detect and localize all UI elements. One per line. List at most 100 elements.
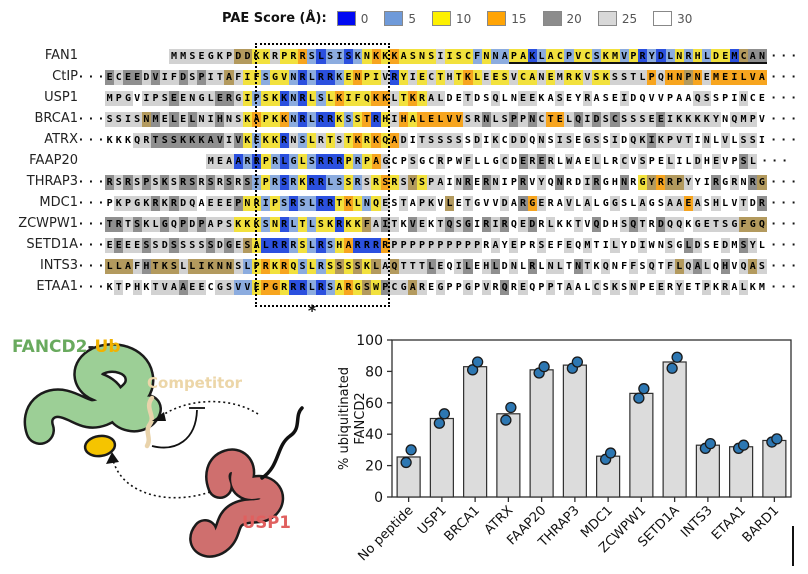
residue-cell: R bbox=[647, 217, 657, 232]
residue-cell: E bbox=[417, 217, 427, 232]
residue-cell: I bbox=[224, 133, 234, 148]
residue-cell: E bbox=[169, 91, 179, 106]
residue-cell: E bbox=[509, 238, 519, 253]
residue-cell: D bbox=[748, 196, 758, 211]
residue-cell: C bbox=[518, 70, 528, 85]
residue-cell: L bbox=[325, 91, 335, 106]
residue-cell: V bbox=[132, 91, 142, 106]
residue-cell: N bbox=[481, 112, 491, 127]
alignment-row: MDC1 · · · P K P G K R K R D Q A E E E P N R I P S R S L R R T K L N Q E… bbox=[0, 192, 808, 213]
y-tick-label: 40 bbox=[365, 427, 383, 443]
residue-cell: S bbox=[334, 259, 344, 274]
alignment-right-ellipsis: · · · bbox=[771, 49, 797, 62]
residue-cell: S bbox=[233, 112, 243, 127]
residue-cell: P bbox=[444, 280, 455, 295]
residue-cell: S bbox=[637, 112, 648, 127]
residue-cell: K bbox=[187, 133, 197, 148]
pae-legend-swatch bbox=[542, 11, 562, 26]
residue-cell: T bbox=[656, 259, 666, 274]
residue-cell: E bbox=[656, 154, 666, 169]
residue-cell: Q bbox=[187, 196, 197, 211]
residue-cell: F bbox=[555, 238, 565, 253]
data-point bbox=[405, 444, 417, 456]
residue-cell: S bbox=[426, 133, 436, 148]
residue-cell: I bbox=[757, 133, 767, 148]
residue-cell: V bbox=[490, 196, 501, 211]
residue-cell: R bbox=[353, 175, 363, 190]
residue-cell: S bbox=[297, 238, 308, 253]
residue-cell: F bbox=[233, 70, 243, 85]
residue-cell: H bbox=[720, 259, 730, 274]
residue-cell: D bbox=[573, 175, 583, 190]
residue-cell: V bbox=[582, 217, 592, 232]
residue-cell: K bbox=[683, 112, 693, 127]
residue-cell: S bbox=[591, 133, 602, 148]
residue-cell: R bbox=[610, 154, 620, 169]
residue-cell: Q bbox=[132, 133, 142, 148]
residue-cell: S bbox=[748, 133, 758, 148]
residue-cell: I bbox=[729, 91, 739, 106]
residue-cell: R bbox=[242, 154, 253, 169]
residue-cell: L bbox=[702, 49, 712, 64]
residue-cell: K bbox=[270, 112, 280, 127]
residue-cell: D bbox=[711, 49, 721, 64]
residue-cell: K bbox=[141, 196, 151, 211]
residue-cell: A bbox=[564, 280, 574, 295]
residue-cell: E bbox=[114, 238, 124, 253]
residue-cell: N bbox=[362, 49, 372, 64]
residue-cell: P bbox=[252, 259, 262, 274]
residue-cell: S bbox=[297, 196, 308, 211]
residue-cell: P bbox=[233, 196, 243, 211]
residue-cell: K bbox=[371, 49, 381, 64]
residue-cell: C bbox=[748, 91, 758, 106]
residue-cell: N bbox=[619, 175, 629, 190]
residue-cell: G bbox=[601, 196, 611, 211]
residue-cell: S bbox=[233, 259, 243, 274]
residue-cell: A bbox=[196, 196, 207, 211]
alignment-row: USP1 M P G V I P S E E N G L E R G I P S K K N R L S L K I F Q K K L T K R A… bbox=[0, 87, 808, 108]
residue-cell: F bbox=[169, 70, 179, 85]
residue-cell: R bbox=[362, 133, 372, 148]
residue-cell: C bbox=[463, 49, 473, 64]
alignment-row-name: CtIP bbox=[52, 69, 78, 84]
residue-cell: E bbox=[536, 196, 546, 211]
residue-cell: C bbox=[536, 112, 546, 127]
residue-cell: S bbox=[261, 217, 271, 232]
residue-cell: E bbox=[711, 154, 721, 169]
residue-cell: P bbox=[472, 238, 482, 253]
data-point bbox=[666, 362, 678, 374]
dotted-arrow-ub bbox=[112, 459, 211, 499]
residue-cell: L bbox=[555, 154, 565, 169]
residue-cell: P bbox=[362, 154, 372, 169]
residue-cell: E bbox=[178, 91, 188, 106]
pae-legend-value: 25 bbox=[621, 11, 638, 26]
residue-cell: P bbox=[564, 49, 574, 64]
residue-cell: E bbox=[215, 196, 225, 211]
residue-cell: E bbox=[233, 238, 243, 253]
residue-cell: E bbox=[123, 238, 133, 253]
residue-cell: C bbox=[389, 154, 400, 169]
residue-cell: P bbox=[389, 238, 399, 253]
residue-cell: S bbox=[592, 49, 602, 64]
residue-cell: T bbox=[297, 217, 308, 232]
residue-cell: P bbox=[261, 112, 271, 127]
residue-cell: K bbox=[408, 91, 418, 106]
residue-cell: G bbox=[757, 175, 767, 190]
residue-cell: P bbox=[637, 280, 648, 295]
residue-cell: E bbox=[252, 280, 262, 295]
residue-cell: G bbox=[417, 154, 427, 169]
mechanism-cartoon: FANCD2-Ub Competitor USP1 bbox=[12, 337, 304, 558]
residue-cell: K bbox=[426, 217, 436, 232]
residue-cell: A bbox=[757, 70, 767, 85]
residue-cell: S bbox=[316, 217, 326, 232]
residue-cell: R bbox=[123, 175, 133, 190]
residue-cell: S bbox=[224, 280, 234, 295]
residue-cell: E bbox=[472, 175, 482, 190]
residue-cell: P bbox=[215, 217, 225, 232]
residue-cell: R bbox=[279, 133, 289, 148]
residue-cell: P bbox=[628, 49, 638, 64]
residue-cell: A bbox=[252, 112, 262, 127]
residue-cell: D bbox=[444, 91, 455, 106]
residue-cell: K bbox=[270, 259, 280, 274]
